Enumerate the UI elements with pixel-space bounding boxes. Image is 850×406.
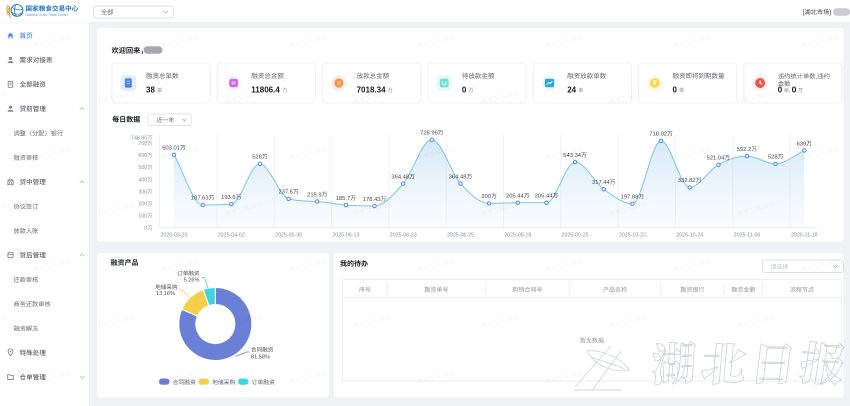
svg-text:600: 600 — [138, 153, 147, 159]
svg-text:300: 300 — [138, 189, 147, 195]
svg-text:592.2: 592.2 — [737, 147, 752, 153]
svg-text:0: 0 — [144, 226, 147, 232]
svg-text:2025-06-23: 2025-06-23 — [390, 233, 417, 239]
svg-text:81.58%: 81.58% — [251, 355, 270, 361]
svg-text:0: 0 — [462, 85, 467, 94]
svg-text:500: 500 — [138, 165, 147, 171]
svg-text:24: 24 — [567, 85, 576, 94]
svg-text:0: 0 — [792, 85, 797, 95]
svg-text:400: 400 — [138, 177, 147, 183]
svg-text:748.96: 748.96 — [131, 135, 147, 141]
svg-text:718.92: 718.92 — [649, 132, 667, 138]
svg-text:]: ] — [829, 9, 831, 16]
svg-text:2025-11-18: 2025-11-18 — [791, 233, 818, 239]
svg-text:185.7: 185.7 — [336, 196, 351, 202]
svg-text:364.48: 364.48 — [449, 174, 467, 180]
svg-text:2025-06-25: 2025-06-25 — [447, 233, 474, 239]
svg-text:528: 528 — [252, 155, 262, 161]
svg-text:2025-03-20: 2025-03-20 — [160, 233, 187, 239]
svg-text:2025-10-22: 2025-10-22 — [619, 233, 646, 239]
svg-text:2025-11-06: 2025-11-06 — [734, 233, 761, 239]
svg-text:603.01: 603.01 — [162, 146, 180, 152]
svg-text:2025-05-30: 2025-05-30 — [275, 233, 302, 239]
svg-text:2025-06-13: 2025-06-13 — [332, 233, 359, 239]
svg-text:193.6: 193.6 — [221, 195, 236, 201]
svg-text:38: 38 — [146, 85, 155, 94]
svg-text:543.34: 543.34 — [563, 153, 582, 159]
svg-text:2025-04-02: 2025-04-02 — [218, 233, 245, 239]
svg-text:7018.34: 7018.34 — [357, 85, 386, 94]
svg-text:364.48: 364.48 — [391, 174, 409, 180]
svg-text:0: 0 — [778, 86, 783, 95]
svg-text:317.44: 317.44 — [592, 180, 611, 186]
svg-text:521.04: 521.04 — [707, 156, 726, 162]
svg-text:200: 200 — [481, 194, 491, 200]
svg-text:National Grain Trade Center: National Grain Trade Center — [26, 13, 69, 17]
svg-text:2025-08-18: 2025-08-18 — [504, 233, 531, 239]
svg-text:237.6: 237.6 — [278, 190, 293, 196]
svg-text:332.82: 332.82 — [678, 178, 696, 184]
svg-text:205.44: 205.44 — [506, 194, 525, 200]
svg-text:2025-09-25: 2025-09-25 — [562, 233, 589, 239]
svg-text:5.26%: 5.26% — [184, 277, 200, 283]
svg-text:728.96: 728.96 — [420, 131, 438, 137]
svg-text:197.88: 197.88 — [621, 195, 639, 201]
svg-text:178.43: 178.43 — [363, 197, 381, 203]
svg-text:187.63: 187.63 — [191, 196, 209, 202]
svg-text:700: 700 — [138, 141, 147, 147]
svg-text:100: 100 — [138, 213, 147, 219]
svg-text:,: , — [789, 88, 791, 94]
svg-text:0: 0 — [673, 85, 678, 94]
svg-text:[: [ — [803, 9, 805, 16]
svg-text:2025-10-24: 2025-10-24 — [676, 233, 703, 239]
svg-text:,: , — [816, 73, 818, 80]
svg-text:11806.4: 11806.4 — [251, 85, 280, 94]
svg-text:528: 528 — [768, 155, 778, 161]
svg-text:639: 639 — [797, 141, 807, 147]
svg-text:205.44: 205.44 — [535, 194, 554, 200]
svg-text:200: 200 — [138, 201, 147, 207]
svg-text:13.16%: 13.16% — [156, 291, 175, 297]
svg-text:215.9: 215.9 — [307, 192, 322, 198]
